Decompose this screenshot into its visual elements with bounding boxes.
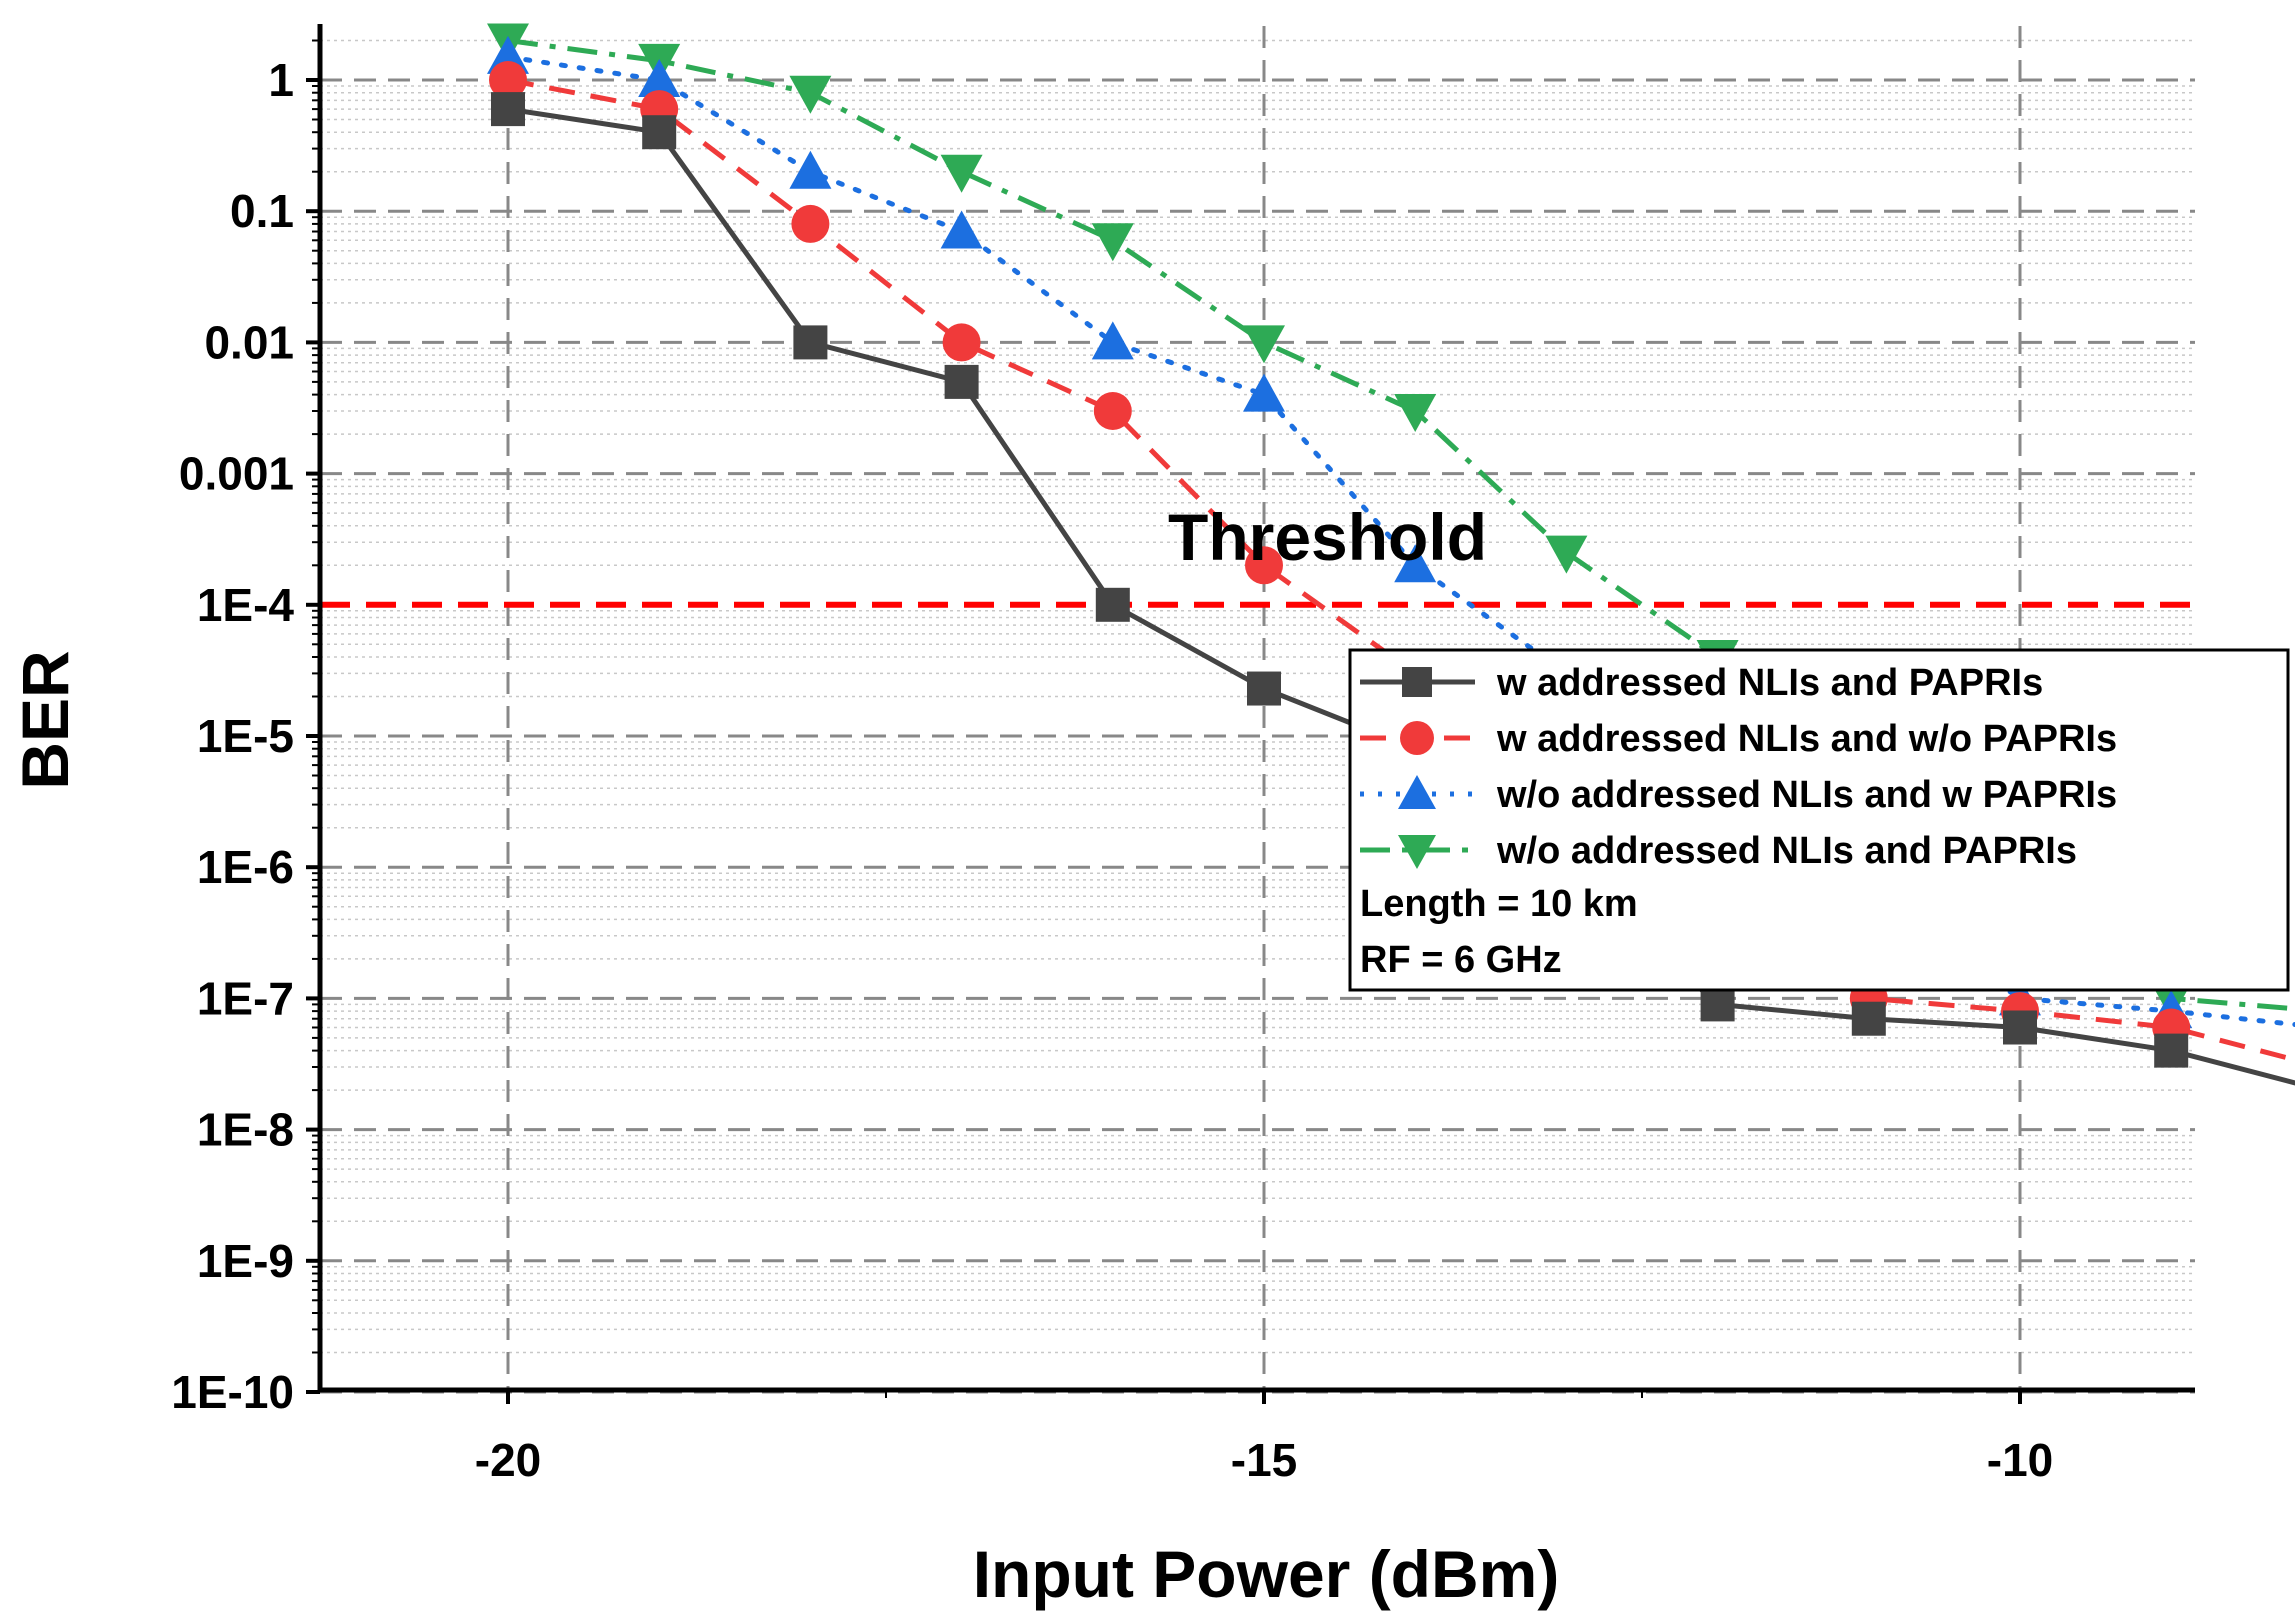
- legend-entry: w/o addressed NLIs and PAPRIs: [1360, 830, 2077, 872]
- data-point-marker: [1398, 835, 1436, 869]
- legend-entry: w addressed NLIs and PAPRIs: [1360, 662, 2043, 704]
- data-point-marker: [1851, 1001, 1886, 1036]
- legend-entry: w/o addressed NLIs and w PAPRIs: [1360, 774, 2117, 816]
- y-tick-label: 1E-8: [197, 1104, 294, 1156]
- legend-entries: w addressed NLIs and PAPRIs w addressed N…: [1360, 662, 2117, 872]
- legend-entry: w addressed NLIs and w/o PAPRIs: [1360, 718, 2117, 760]
- y-tick-label: 1E-9: [197, 1235, 294, 1287]
- y-tick-label: 1E-4: [197, 579, 295, 631]
- y-tick-label: 0.1: [230, 185, 294, 237]
- x-axis-title: Input Power (dBm): [973, 1537, 1560, 1611]
- data-point-marker: [1093, 392, 1132, 431]
- data-point-marker: [642, 115, 677, 150]
- data-point-marker: [793, 325, 828, 360]
- x-tick-label: -10: [1987, 1434, 2053, 1486]
- legend-box: [1348, 648, 2290, 992]
- data-point-marker: [638, 59, 681, 97]
- data-point-marker: [1402, 667, 1432, 697]
- series-layer: [487, 23, 2295, 1086]
- data-point-marker: [491, 92, 525, 127]
- data-point-marker: [789, 150, 832, 189]
- data-point-marker: [1243, 325, 1285, 364]
- data-point-marker: [789, 75, 832, 114]
- data-point-marker: [942, 323, 981, 362]
- data-point-marker: [940, 154, 983, 193]
- data-point-marker: [1394, 394, 1437, 433]
- data-point-marker: [1400, 721, 1434, 755]
- x-tick-label: -15: [1231, 1434, 1297, 1486]
- legend: w addressed NLIs and PAPRIs w addressed N…: [1348, 648, 2290, 992]
- legend-label: w addressed NLIs and w/o PAPRIs: [1496, 718, 2117, 760]
- data-point-marker: [2154, 1033, 2189, 1068]
- y-tick-label: 1: [268, 54, 294, 106]
- x-tick-label: -20: [475, 1434, 541, 1486]
- data-point-marker: [489, 61, 527, 99]
- data-point-marker: [1398, 775, 1436, 809]
- data-point-marker: [1545, 535, 1588, 574]
- data-point-marker: [1245, 546, 1283, 585]
- y-tick-label: 1E-10: [171, 1366, 294, 1418]
- y-tick-label: 1E-5: [197, 710, 294, 762]
- data-point-marker: [1700, 987, 1735, 1022]
- data-point-marker: [1095, 587, 1130, 622]
- y-tick-label: 1E-7: [197, 972, 294, 1024]
- data-point-marker: [1091, 321, 1134, 360]
- data-point-marker: [944, 364, 979, 399]
- y-tick-label: 0.01: [204, 316, 294, 368]
- legend-label: w/o addressed NLIs and PAPRIs: [1496, 830, 2077, 872]
- rf-annotation: RF = 6 GHz: [1360, 939, 1562, 981]
- y-axis-title: BER: [8, 650, 82, 789]
- legend-label: w/o addressed NLIs and w PAPRIs: [1496, 774, 2117, 816]
- y-tick-label: 0.001: [179, 448, 294, 500]
- threshold-label: Threshold: [1168, 500, 1487, 574]
- data-point-marker: [1091, 223, 1134, 262]
- data-point-marker: [1243, 373, 1285, 412]
- data-point-marker: [1394, 544, 1437, 583]
- data-point-marker: [1247, 671, 1281, 706]
- y-tick-label: 1E-6: [197, 841, 294, 893]
- ticks: 1E-10 1E-9 1E-8 1E-7 1E-6 1E-5 1E-4 0.001 0.01 0.…: [171, 39, 2053, 1486]
- data-point-marker: [940, 210, 983, 249]
- data-point-marker: [2003, 1010, 2037, 1045]
- legend-label: w addressed NLIs and PAPRIs: [1496, 662, 2043, 704]
- length-annotation: Length = 10 km: [1360, 883, 1638, 925]
- data-point-marker: [791, 204, 830, 243]
